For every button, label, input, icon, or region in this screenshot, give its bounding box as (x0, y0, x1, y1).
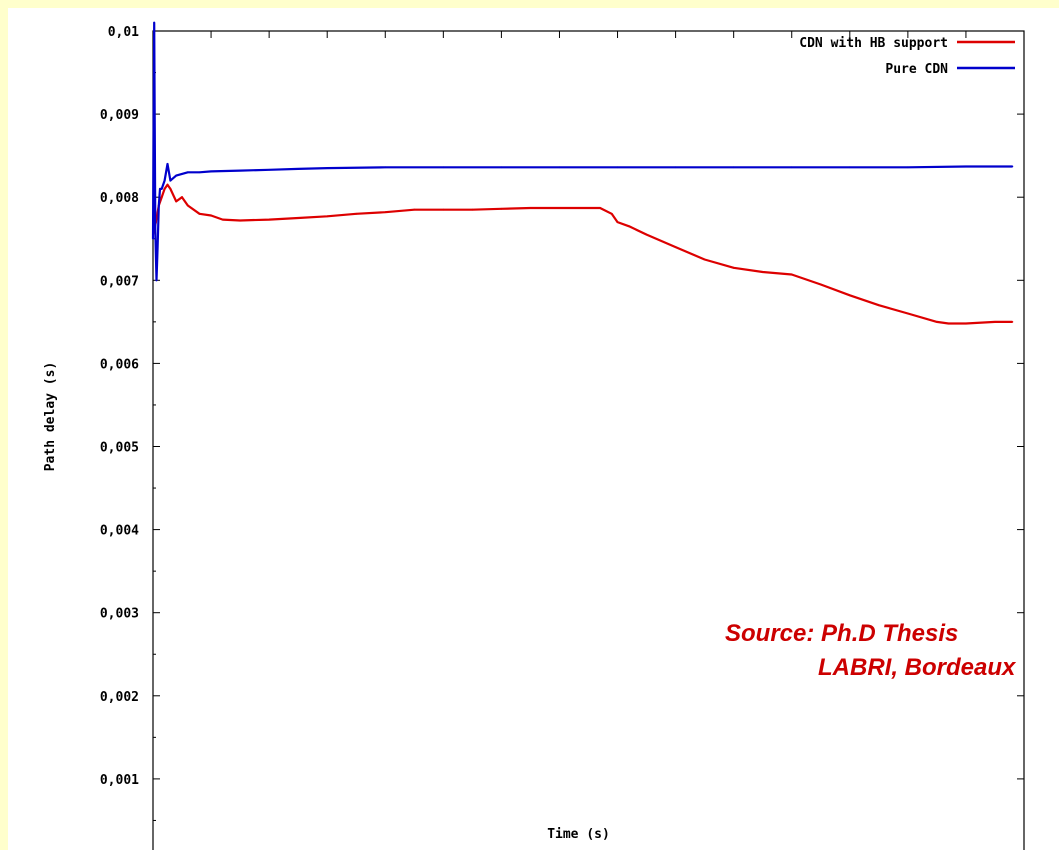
data-point (198, 171, 201, 174)
data-point (936, 320, 938, 323)
data-point (616, 166, 619, 169)
data-point (186, 204, 189, 207)
data-point (674, 246, 677, 248)
data-point (159, 187, 161, 190)
data-point (965, 322, 967, 325)
data-point (732, 166, 735, 169)
data-point (947, 322, 950, 325)
data-point (384, 211, 387, 214)
data-point (529, 207, 532, 209)
y-tick-label: 0,008 (100, 191, 139, 206)
legend-label: Pure CDN (885, 62, 948, 77)
y-tick-label: 0,007 (100, 274, 139, 289)
data-point (616, 221, 619, 224)
data-point (442, 166, 445, 169)
y-axis-title: Path delay (s) (43, 362, 58, 472)
data-point (848, 166, 851, 169)
data-point (160, 196, 163, 199)
data-point (877, 304, 880, 307)
data-point (355, 212, 358, 215)
y-tick-label: 0,003 (100, 607, 139, 622)
data-point (1011, 320, 1014, 323)
data-point (175, 200, 178, 203)
x-axis-title: Time (s) (547, 827, 610, 842)
data-point (221, 218, 224, 221)
slide-top-strip (0, 0, 1059, 8)
y-tick-label: 0,005 (100, 441, 139, 456)
y-tick-label: 0,006 (100, 357, 139, 372)
data-point (297, 168, 300, 170)
data-point (166, 163, 169, 165)
data-point (587, 207, 590, 209)
data-point (790, 273, 793, 276)
series-line-pure-cdn (151, 21, 1013, 282)
data-point (155, 279, 158, 282)
y-tick-label: 0,001 (100, 773, 139, 788)
data-point (156, 246, 159, 248)
data-point (500, 166, 503, 169)
data-point (181, 173, 183, 175)
data-point (442, 208, 445, 211)
data-point (413, 208, 416, 211)
data-point (175, 174, 178, 177)
data-point (732, 266, 735, 269)
y-tick-label: 0,002 (100, 690, 139, 705)
data-point (500, 207, 503, 210)
data-point (599, 207, 602, 209)
data-point (157, 204, 160, 207)
data-point (848, 294, 851, 297)
source-note-line2: LABRI, Bordeaux (818, 654, 1017, 681)
data-point (1011, 165, 1014, 168)
data-point (181, 196, 183, 199)
data-point (906, 312, 909, 315)
legend-label: CDN with HB support (799, 36, 948, 51)
data-point (326, 215, 329, 218)
data-point (239, 169, 242, 172)
data-point (268, 168, 271, 171)
data-point (326, 167, 329, 170)
data-point (268, 218, 271, 221)
data-point (186, 171, 189, 174)
slide-left-strip (0, 0, 8, 850)
data-point (198, 212, 201, 215)
data-point (674, 166, 677, 169)
data-point (906, 166, 909, 169)
data-point (210, 170, 212, 173)
data-point (384, 166, 387, 169)
data-point (610, 212, 613, 215)
data-point (169, 187, 172, 190)
data-point (160, 187, 163, 190)
data-point (558, 166, 561, 169)
y-tick-label: 0,01 (108, 25, 139, 40)
data-point (163, 179, 166, 182)
data-point (645, 233, 648, 236)
data-point (152, 237, 154, 240)
y-tick-label: 0,009 (100, 108, 139, 123)
data-point (994, 320, 996, 323)
data-point (163, 187, 166, 190)
data-point (965, 165, 967, 168)
data-point (153, 21, 156, 24)
data-point (558, 207, 561, 209)
data-point (210, 214, 212, 217)
y-tick-label: 0,004 (100, 524, 139, 539)
data-point (154, 229, 157, 232)
data-point (169, 179, 172, 182)
source-note-line1: Source: Ph.D Thesis (725, 620, 958, 647)
data-point (761, 271, 764, 273)
data-point (297, 217, 300, 219)
data-point (628, 225, 631, 228)
data-point (819, 283, 822, 286)
data-point (166, 183, 169, 186)
data-point (239, 219, 242, 222)
data-point (790, 166, 793, 169)
data-point (703, 258, 706, 261)
data-point (471, 208, 474, 211)
